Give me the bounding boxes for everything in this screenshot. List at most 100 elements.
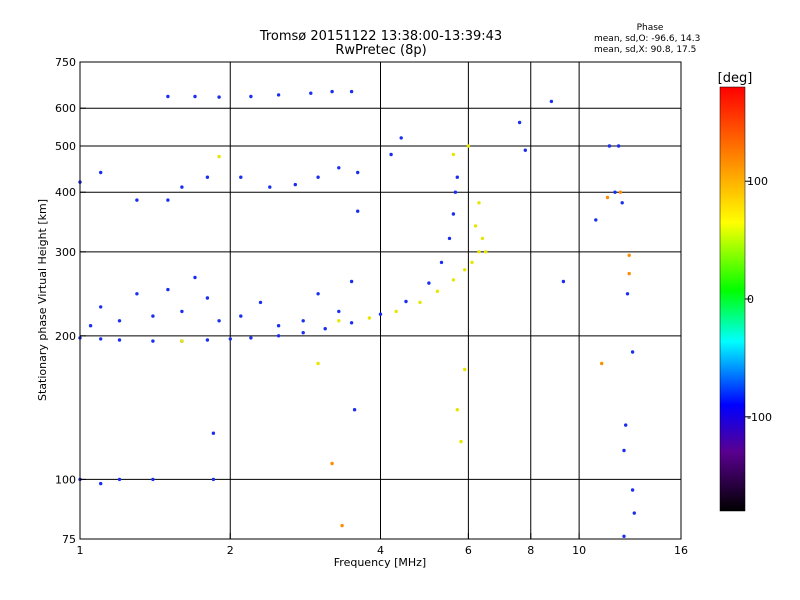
data-point <box>451 278 456 282</box>
data-point <box>340 523 344 528</box>
data-point <box>117 477 122 482</box>
data-point <box>99 337 103 341</box>
x-tick-label: 10 <box>572 544 586 557</box>
data-point <box>447 236 452 241</box>
data-point <box>399 136 403 140</box>
data-point <box>205 338 210 342</box>
phase-stats-heading: Phase <box>637 23 664 33</box>
data-point <box>211 431 216 435</box>
data-point <box>549 99 554 104</box>
data-point <box>99 170 103 175</box>
data-point <box>117 338 122 342</box>
x-tick-label: 4 <box>377 544 384 557</box>
data-point <box>239 314 243 318</box>
colorbar <box>719 86 746 512</box>
axis-ticks: 1 2 4 6 8 10 16 75 100 200 300 400 500 600 750 <box>55 56 688 557</box>
data-point <box>323 327 327 331</box>
data-point <box>249 94 253 99</box>
data-point <box>228 337 232 341</box>
data-point <box>594 218 598 222</box>
data-point <box>258 300 263 305</box>
data-point <box>316 292 320 296</box>
data-point <box>622 534 626 538</box>
data-point <box>630 488 635 492</box>
data-point <box>276 334 281 338</box>
data-point <box>349 89 354 94</box>
x-tick-label: 8 <box>527 544 534 557</box>
data-point <box>607 144 612 148</box>
y-tick-label: 400 <box>55 186 76 199</box>
data-point <box>463 367 467 372</box>
data-point <box>435 289 440 293</box>
data-point <box>151 477 155 482</box>
data-point <box>337 319 341 323</box>
data-point <box>418 300 422 305</box>
data-point <box>352 408 357 412</box>
data-point <box>293 182 297 187</box>
data-point <box>205 175 210 179</box>
data-point <box>630 350 635 354</box>
data-point <box>330 461 334 466</box>
y-tick-label: 75 <box>62 533 76 546</box>
data-points <box>78 89 636 538</box>
data-point <box>561 279 566 284</box>
data-point <box>356 170 360 175</box>
data-point <box>337 166 341 170</box>
data-point <box>330 89 334 94</box>
data-point <box>301 319 305 323</box>
data-point <box>622 448 626 453</box>
data-point <box>517 120 522 125</box>
data-point <box>135 292 139 296</box>
data-point <box>632 511 636 515</box>
data-point <box>394 309 398 314</box>
data-point <box>88 324 93 328</box>
data-point <box>455 408 459 412</box>
data-point <box>239 175 243 179</box>
chart-subtitle: RwPretec (8p) <box>335 43 426 58</box>
data-point <box>618 190 623 194</box>
chart-title: Tromsø 20151122 13:38:00-13:39:43 <box>259 29 502 44</box>
data-point <box>466 144 471 148</box>
phase-stats-o: mean, sd,O: -96.6, 14.3 <box>594 34 700 44</box>
data-point <box>268 185 272 189</box>
data-point <box>356 209 360 213</box>
data-point <box>455 175 459 179</box>
y-tick-label: 600 <box>55 102 76 115</box>
data-point <box>613 190 617 194</box>
data-point <box>378 312 383 316</box>
data-point <box>151 314 155 318</box>
data-point <box>180 339 184 343</box>
data-point <box>451 152 456 157</box>
data-point <box>616 144 621 148</box>
data-point <box>249 336 253 340</box>
data-point <box>316 175 320 179</box>
data-point <box>470 260 474 265</box>
data-point <box>453 190 458 194</box>
grid-lines <box>80 62 681 539</box>
data-point <box>459 439 463 444</box>
data-point <box>166 198 170 202</box>
data-point <box>99 305 103 309</box>
data-point <box>625 292 630 296</box>
colorbar-label: [deg] <box>718 71 753 86</box>
data-point <box>620 201 624 205</box>
phase-stats-x: mean, sd,X: 90.8, 17.5 <box>594 45 696 55</box>
colorbar-tick-label: 100 <box>747 175 768 188</box>
data-point <box>211 477 216 482</box>
data-point <box>627 271 631 276</box>
data-point <box>349 321 354 325</box>
data-point <box>627 253 631 257</box>
y-tick-label: 500 <box>55 140 76 153</box>
data-point <box>605 195 610 200</box>
data-point <box>193 275 197 280</box>
data-point <box>367 316 372 320</box>
data-point <box>180 309 184 314</box>
x-tick-label: 6 <box>465 544 472 557</box>
data-point <box>427 281 431 285</box>
data-point <box>301 331 305 335</box>
data-point <box>389 152 393 157</box>
data-point <box>180 185 184 189</box>
data-point <box>309 91 313 95</box>
colorbar-tick-label: -100 <box>747 411 772 424</box>
